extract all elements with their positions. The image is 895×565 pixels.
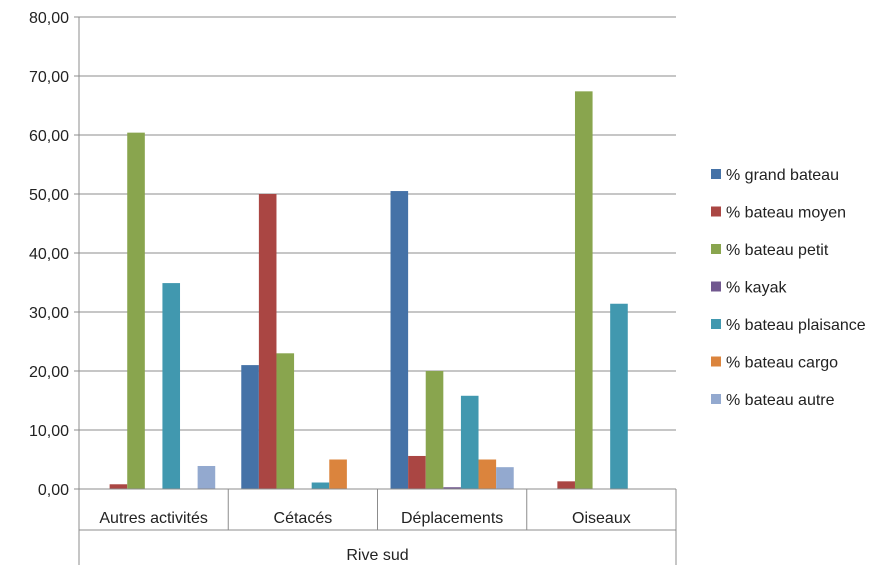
y-tick-label: 80,00	[29, 10, 69, 27]
bar	[496, 467, 514, 489]
bar	[241, 365, 259, 489]
bar	[258, 194, 277, 489]
legend-label: % bateau plaisance	[726, 317, 866, 334]
legend-swatch	[711, 356, 721, 367]
legend-swatch	[711, 281, 721, 292]
bar	[197, 465, 216, 489]
bar	[109, 484, 128, 489]
y-tick-label: 0,00	[38, 482, 69, 499]
legend-label: % bateau moyen	[726, 205, 846, 222]
bar	[311, 482, 330, 489]
bar	[460, 395, 479, 489]
legend-swatch	[711, 244, 721, 254]
x-tick-label: Autres activités	[99, 510, 207, 527]
bar	[478, 459, 497, 489]
x-tick-label: Cétacés	[274, 510, 333, 527]
y-tick-label: 20,00	[29, 364, 69, 381]
legend-label: % grand bateau	[726, 167, 839, 184]
legend-swatch	[711, 394, 721, 404]
legend-label: % bateau petit	[726, 242, 829, 259]
x-group-label: Rive sud	[346, 547, 408, 564]
y-tick-label: 10,00	[29, 423, 69, 440]
bar	[443, 487, 461, 489]
x-axis: Autres activités Cétacés Déplacements Oisea…	[78, 488, 677, 565]
legend-label: % bateau cargo	[726, 355, 838, 372]
y-tick-label: 50,00	[29, 187, 69, 204]
legend-label: % bateau autre	[726, 392, 835, 409]
bar	[390, 191, 409, 490]
y-tick-label: 60,00	[29, 128, 69, 145]
bar	[127, 132, 145, 489]
bars	[109, 91, 628, 490]
y-tick-label: 70,00	[29, 69, 69, 86]
bar	[557, 481, 575, 489]
bar	[162, 283, 181, 489]
legend-swatch	[711, 206, 721, 217]
bar	[574, 91, 593, 489]
y-tick-label: 30,00	[29, 305, 69, 322]
y-tick-label: 40,00	[29, 246, 69, 263]
bar	[276, 353, 295, 489]
y-axis: 0,00 10,00 20,00 30,00 40,00 50,00 60,00 70,00 8…	[29, 10, 80, 499]
legend-label: % kayak	[726, 280, 787, 297]
bar	[408, 455, 426, 489]
legend-swatch	[711, 169, 721, 179]
legend: % grand bateau % bateau moyen % bateau pet…	[711, 167, 866, 409]
x-tick-label: Déplacements	[401, 510, 503, 527]
x-tick-label: Oiseaux	[572, 510, 631, 527]
bar	[610, 303, 628, 489]
bar	[425, 371, 444, 489]
legend-swatch	[711, 319, 721, 329]
bar	[329, 459, 347, 489]
